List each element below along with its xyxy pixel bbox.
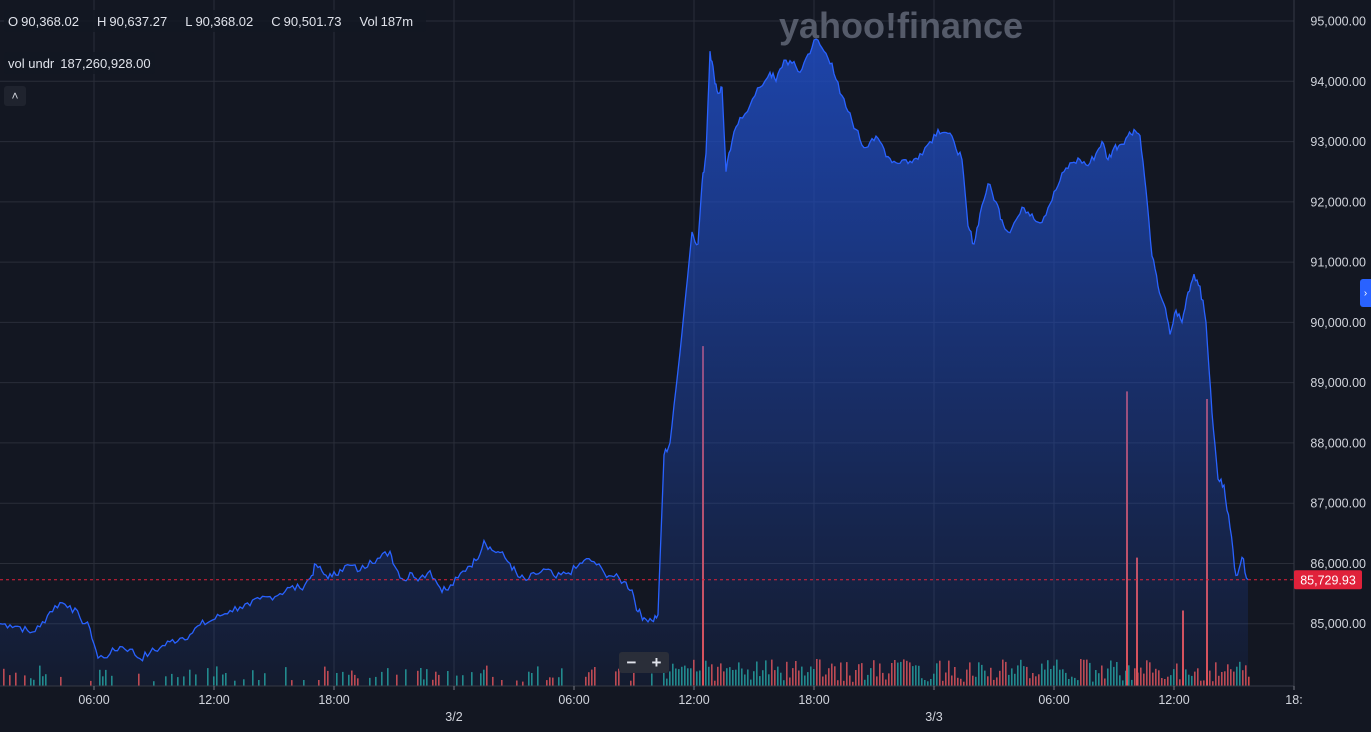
y-tick-label: 94,000.00 [1310,75,1366,89]
zoom-in-button[interactable]: + [651,653,662,672]
yahoo-finance-watermark: yahoo!finance [779,5,1023,46]
x-tick-label: 3/2 [445,710,462,724]
y-tick-label: 85,000.00 [1310,617,1366,631]
vol-label: Vol [359,13,378,29]
y-tick-label: 88,000.00 [1310,436,1366,450]
vol-value: 187m [380,13,414,29]
x-tick-label: 12:00 [1158,693,1189,707]
ohlc-legend: O 90,368.02 H 90,637.27 L 90,368.02 C 90,501… [4,10,427,32]
x-tick-label: 06:00 [558,693,589,707]
volume-indicator-legend[interactable]: vol undr 187,260,928.00 [4,52,155,74]
y-tick-label: 86,000.00 [1310,557,1366,571]
low-value: 90,368.02 [195,13,254,29]
y-tick-label: 93,000.00 [1310,135,1366,149]
y-tick-label: 90,000.00 [1310,316,1366,330]
high-value: 90,637.27 [109,13,168,29]
open-label: O [8,13,19,29]
x-tick-label: 06:00 [1038,693,1069,707]
price-line [0,38,1249,662]
close-value: 90,501.73 [283,13,342,29]
x-tick-label: 3/3 [925,710,942,724]
scroll-right-handle[interactable]: › [1360,279,1371,307]
y-tick-label: 91,000.00 [1310,256,1366,270]
price-area [0,39,1248,687]
x-tick-label: 12:00 [198,693,229,707]
high-label: H [96,13,107,29]
low-label: L [185,13,193,29]
y-tick-label: 89,000.00 [1310,376,1366,390]
chevron-right-icon: › [1363,287,1368,299]
volume-bar [1248,676,1250,686]
y-tick-label: 87,000.00 [1310,497,1366,511]
price-axis[interactable]: 95,000.00 94,000.00 93,000.00 92,000.00 91,0… [1293,0,1366,686]
x-tick-label: 18:00 [318,693,349,707]
close-label: C [271,13,281,29]
zoom-out-button[interactable]: − [626,653,637,672]
volume-indicator-label: vol undr [8,55,55,71]
y-tick-label: 92,000.00 [1310,195,1366,209]
last-price-badge: 85,729.93 [1294,570,1362,590]
time-axis[interactable]: 06:00 12:00 18:00 3/2 06:00 12:00 18:00 3/3 06:0… [0,685,1303,724]
x-tick-label: 06:00 [78,693,109,707]
last-price-badge-bg [1294,570,1362,590]
x-tick-label: 18:00 [798,693,829,707]
last-price-label: 85,729.93 [1300,573,1356,587]
open-value: 90,368.02 [21,13,79,29]
zoom-controls[interactable]: − + [619,652,669,673]
x-tick-label: 18: [1285,693,1302,707]
volume-indicator-value: 187,260,928.00 [60,55,151,71]
y-tick-label: 95,000.00 [1310,15,1366,29]
chevron-up-icon: ˄ [11,89,19,103]
collapse-legend-button[interactable]: ˄ [4,86,26,106]
x-tick-label: 12:00 [678,693,709,707]
